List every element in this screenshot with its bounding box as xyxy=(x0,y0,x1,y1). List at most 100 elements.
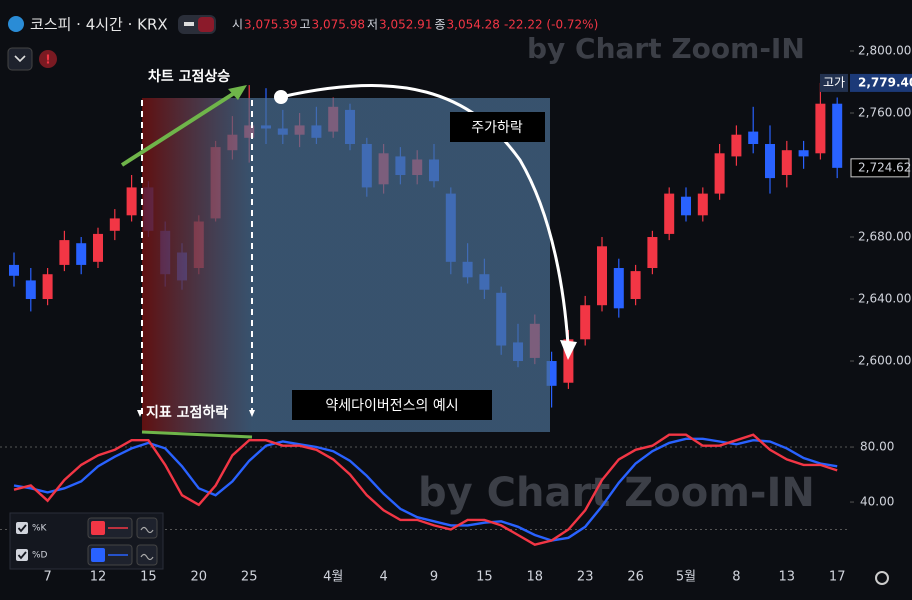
candle-body xyxy=(546,361,557,386)
toggle-icon xyxy=(198,17,214,32)
x-tick-label: 17 xyxy=(829,570,846,585)
logo xyxy=(8,16,24,32)
annotation: 차트 고점상승 xyxy=(148,68,230,85)
x-tick-label: 12 xyxy=(90,570,107,585)
x-tick-label: 20 xyxy=(191,570,208,585)
dot xyxy=(274,90,288,104)
x-tick-label: 5월 xyxy=(676,570,696,585)
marker xyxy=(137,410,143,417)
candle-body xyxy=(815,103,826,154)
last-price-label: 2,724.62 xyxy=(858,160,911,174)
candle-body xyxy=(714,153,725,194)
candle-body xyxy=(42,274,53,300)
candle-body xyxy=(613,268,624,309)
candle-body xyxy=(597,246,607,306)
high-badge-name: 고가 xyxy=(823,75,845,89)
legend-label: %D xyxy=(32,551,48,561)
white-arrow xyxy=(280,83,570,346)
watermark: by Chart Zoom-IN xyxy=(418,470,815,516)
y-tick-label: 2,600.00 xyxy=(858,354,911,368)
x-tick-label: 25 xyxy=(241,570,258,585)
x-tick-label: 15 xyxy=(476,570,493,585)
y-tick-label: 2,800.00 xyxy=(858,43,911,57)
x-tick-label: 13 xyxy=(779,570,796,585)
annotation: 약세다이버전스의 예시 xyxy=(325,398,458,414)
x-tick-label: 15 xyxy=(140,570,157,585)
candle-body xyxy=(109,218,120,231)
legend-check xyxy=(17,524,27,533)
y-tick-label: 80.00 xyxy=(860,440,894,454)
legend: %K %D xyxy=(9,512,164,570)
x-tick-label: 7 xyxy=(43,570,51,585)
high-badge-bg xyxy=(850,73,912,92)
legend-label: %K xyxy=(32,524,48,534)
x-tick-label: 8 xyxy=(732,570,740,585)
chevron xyxy=(14,55,26,63)
candle-body xyxy=(832,103,843,168)
toggle-icon xyxy=(184,22,194,26)
candle-body xyxy=(59,240,70,265)
ohlc-change: -22.22 (-0.72%) xyxy=(504,18,598,32)
legend-style-icon xyxy=(140,553,154,561)
annotation: 주가하락 xyxy=(471,120,523,136)
legend-style-box[interactable] xyxy=(136,544,158,566)
y-tick-label: 2,760.00 xyxy=(858,106,911,120)
y-tick-label: 40.00 xyxy=(860,495,894,509)
ohlc-label: 저 xyxy=(367,18,378,32)
x-tick-label: 26 xyxy=(627,570,644,585)
x-tick-label: 18 xyxy=(527,570,544,585)
candle-body xyxy=(25,280,36,300)
arrow-head xyxy=(228,85,247,100)
watermark: by Chart Zoom-IN xyxy=(527,32,805,65)
y-tick-label: 2,680.00 xyxy=(858,230,911,244)
annotation: 지표 고점하락 xyxy=(146,404,228,421)
x-tick-label: 9 xyxy=(430,570,438,585)
label-box xyxy=(450,112,545,142)
x-tick-label: 4월 xyxy=(323,570,343,585)
ohlc-value: 3,054.28 xyxy=(447,18,500,32)
candle-body xyxy=(126,187,137,216)
ohlc-value: 3,075.98 xyxy=(312,18,365,32)
y-tick-label: 2,640.00 xyxy=(858,292,911,306)
last-price-bg xyxy=(850,158,910,178)
ohlc-label: 종 xyxy=(434,18,445,32)
label-box xyxy=(292,390,492,420)
candle-body xyxy=(681,196,691,216)
candle-body xyxy=(563,339,574,383)
candle-body xyxy=(781,150,792,176)
ohlc-value: 3,052.91 xyxy=(379,18,432,32)
series-line xyxy=(13,433,838,546)
alert-icon[interactable] xyxy=(39,50,57,68)
ohlc-label: 고 xyxy=(299,18,310,32)
candle-body xyxy=(765,144,775,179)
candle-body xyxy=(630,271,641,300)
ohlc-value: 3,075.39 xyxy=(244,18,297,32)
green-arrow xyxy=(120,90,238,167)
symbol-title[interactable]: 코스피 · 4시간 · KRX xyxy=(30,16,168,34)
legend-checkbox[interactable] xyxy=(16,522,28,534)
candle-body xyxy=(76,243,87,265)
dropdown[interactable] xyxy=(7,47,33,71)
divergence-box xyxy=(142,98,550,432)
legend-style-box[interactable] xyxy=(136,517,158,539)
green-line xyxy=(141,430,253,439)
legend-swatch xyxy=(91,548,105,562)
legend-check xyxy=(17,551,27,560)
x-tick-label: 23 xyxy=(577,570,594,585)
axes: 2,800.00 2,760.00 2,680.00 2,640.00 2,600.00… xyxy=(43,43,912,585)
ohlc-label: 시 xyxy=(232,18,243,32)
candle-body xyxy=(9,264,19,276)
ohlc: 시 3,075.39 고 3,075.98 저 3,052.91 종 3,054.28 -22.… xyxy=(232,18,598,32)
high-badge-name-bg xyxy=(820,73,848,92)
watermarks: by Chart Zoom-IN by Chart Zoom-IN xyxy=(418,32,815,516)
candle-body xyxy=(798,150,809,157)
legend-style-icon xyxy=(140,526,154,534)
candle-body xyxy=(664,193,675,234)
settings-icon[interactable] xyxy=(875,571,889,585)
alert-icon-mark: ! xyxy=(45,53,50,67)
candle-body xyxy=(748,131,759,145)
x-tick-label: 4 xyxy=(379,570,387,585)
legend-checkbox[interactable] xyxy=(16,549,28,561)
